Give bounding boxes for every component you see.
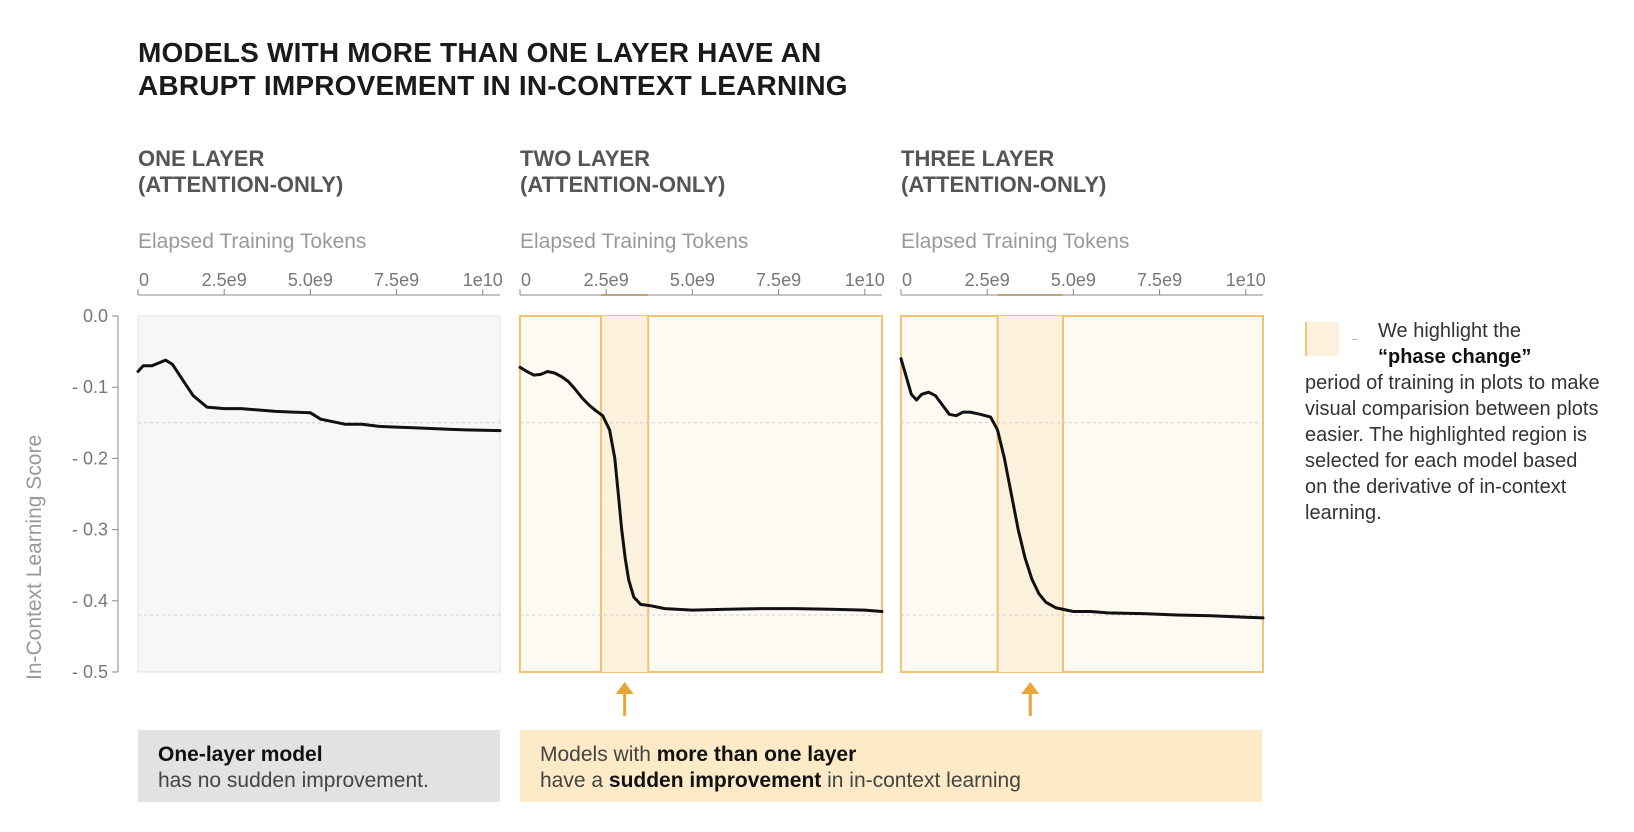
icl-score-line: [518, 365, 884, 613]
panel-title-one-layer: ONE LAYER (ATTENTION-ONLY): [138, 146, 343, 198]
plot-area: [137, 315, 501, 673]
callout-text: Models with: [540, 743, 657, 766]
panel-title-line: (ATTENTION-ONLY): [138, 172, 344, 197]
x-tick-label: 0: [139, 270, 149, 290]
y-tick-label: 0.0: [83, 306, 108, 326]
x-tick-label: 7.5e9: [374, 270, 419, 290]
legend-description: period of training in plots to make visu…: [1305, 372, 1600, 524]
x-axis-label: Elapsed Training Tokens: [138, 230, 367, 253]
y-tick-label: - 0.2: [72, 448, 108, 468]
plot-area: [900, 315, 1264, 673]
legend-line-2: “phase change”: [1378, 346, 1532, 368]
x-tick-label: 1e10: [845, 270, 885, 290]
y-tick-label: - 0.3: [72, 520, 108, 540]
panel-title-line: ONE LAYER: [138, 146, 265, 171]
x-tick-label: 2.5e9: [202, 270, 247, 290]
x-tick-label: 2.5e9: [965, 270, 1010, 290]
x-axis-label: Elapsed Training Tokens: [520, 230, 749, 253]
plot-area: [519, 315, 883, 673]
legend-dash: [1352, 339, 1358, 340]
phase-change-arrow-head: [1021, 682, 1040, 694]
x-axis-label: Elapsed Training Tokens: [901, 230, 1130, 253]
x-tick-label: 0: [902, 270, 912, 290]
x-tick-label: 7.5e9: [756, 270, 801, 290]
legend-line-1: We highlight the: [1378, 320, 1522, 342]
legend-text: We highlight the “phase change” period o…: [1305, 318, 1605, 526]
x-tick-label: 1e10: [463, 270, 503, 290]
x-tick-label: 1e10: [1226, 270, 1266, 290]
icl-score-line: [136, 358, 502, 433]
x-tick-label: 0: [521, 270, 531, 290]
x-tick-label: 5.0e9: [670, 270, 715, 290]
multi-layer-callout: Models with more than one layer have a s…: [520, 730, 1262, 802]
callout-bold: more than one layer: [656, 743, 857, 766]
callout-text: have a: [540, 769, 609, 792]
callout-text: in in-context learning: [821, 769, 1021, 792]
panel-title-line: (ATTENTION-ONLY): [520, 172, 726, 197]
panel-title-line: TWO LAYER: [520, 146, 650, 171]
chart-panel-1: 0 2.5e9 5.0e9 7.5e9 1e10 0.0 - 0.1 - 0.2 - 0.3 - …: [72, 270, 503, 682]
callout-text: has no sudden improvement.: [158, 769, 429, 792]
chart-panel-3: 0 2.5e9 5.0e9 7.5e9 1e10: [899, 270, 1266, 716]
chart-title-line-1: MODELS WITH MORE THAN ONE LAYER HAVE AN: [138, 37, 822, 68]
callout-bold: sudden improvement: [608, 769, 822, 792]
chart-title: MODELS WITH MORE THAN ONE LAYER HAVE AN …: [138, 36, 848, 102]
panel-title-three-layer: THREE LAYER (ATTENTION-ONLY): [901, 146, 1106, 198]
y-tick-label: - 0.5: [72, 662, 108, 682]
phase-change-band: [997, 316, 1064, 672]
callout-bold: One-layer model: [158, 743, 323, 766]
panel-title-two-layer: TWO LAYER (ATTENTION-ONLY): [520, 146, 725, 198]
chart-title-line-2: ABRUPT IMPROVEMENT IN IN-CONTEXT LEARNIN…: [138, 70, 848, 101]
icl-score-line: [899, 357, 1265, 620]
x-tick-label: 5.0e9: [1051, 270, 1096, 290]
chart-panel-2: 0 2.5e9 5.0e9 7.5e9 1e10: [518, 270, 885, 716]
phase-change-arrow-head: [615, 682, 634, 694]
y-tick-label: - 0.1: [72, 377, 108, 397]
panel-title-line: THREE LAYER: [901, 146, 1055, 171]
x-tick-label: 2.5e9: [584, 270, 629, 290]
x-tick-label: 7.5e9: [1137, 270, 1182, 290]
x-tick-label: 5.0e9: [288, 270, 333, 290]
one-layer-callout: One-layer model has no sudden improvemen…: [138, 730, 500, 802]
y-tick-label: - 0.4: [72, 591, 108, 611]
phase-change-legend-swatch: [1305, 322, 1339, 356]
phase-change-band: [601, 316, 649, 672]
panel-title-line: (ATTENTION-ONLY): [901, 172, 1107, 197]
